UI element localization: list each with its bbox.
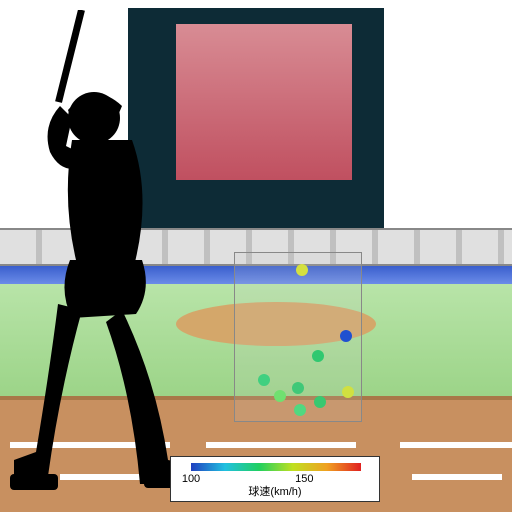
pitch-chart-stage: 100150 球速(km/h)	[0, 0, 512, 512]
pitch-marker	[340, 330, 352, 342]
pitch-marker	[292, 382, 304, 394]
speed-legend: 100150 球速(km/h)	[170, 456, 380, 502]
pitch-marker	[342, 386, 354, 398]
pitch-marker	[258, 374, 270, 386]
legend-label: 球速(km/h)	[171, 483, 379, 499]
pitch-marker	[274, 390, 286, 402]
chalk-line	[412, 474, 502, 480]
chalk-line	[400, 442, 512, 448]
batter-silhouette	[0, 10, 250, 510]
pitch-marker	[314, 396, 326, 408]
pitch-marker	[296, 264, 308, 276]
legend-colorbar	[191, 463, 361, 471]
pitch-marker	[312, 350, 324, 362]
pitch-marker	[294, 404, 306, 416]
